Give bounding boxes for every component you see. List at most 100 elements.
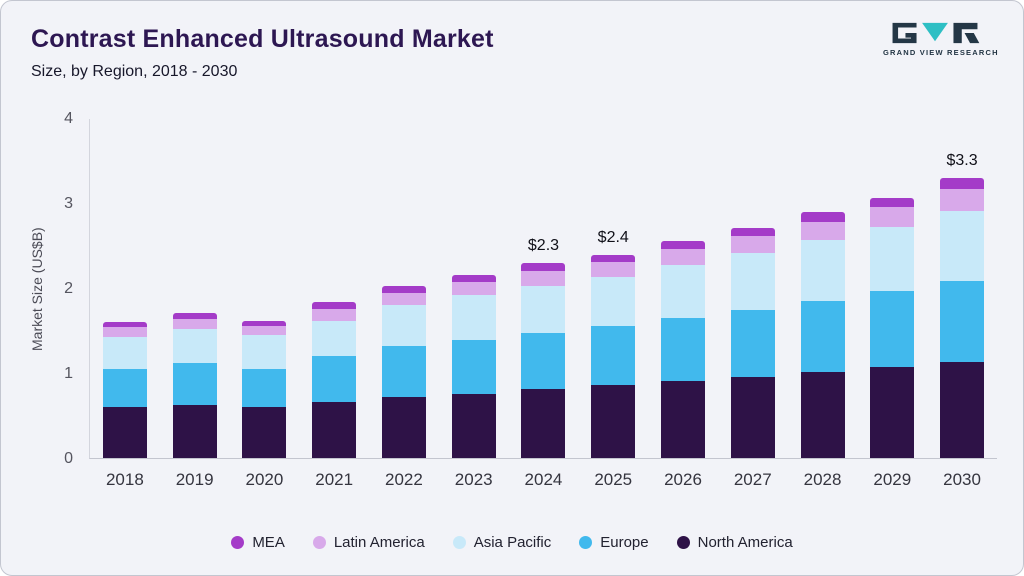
bar-segment-mea: [591, 254, 636, 263]
y-tick-label: 0: [64, 450, 73, 467]
bar-stack: [661, 119, 705, 458]
bar-column-2025: $2.4 2025: [591, 119, 636, 489]
legend-label: North America: [697, 534, 793, 551]
bar-stack: [381, 119, 426, 458]
bar-segment-mea: [800, 212, 845, 222]
bar-segment-north-america: [242, 407, 287, 458]
legend-item-europe: Europe: [579, 534, 649, 551]
bar-segment-mea: [242, 320, 287, 326]
legend-dot-icon: [312, 536, 326, 549]
bar-segment-asia-pacific: [172, 329, 217, 364]
x-tick-label: 2022: [385, 470, 423, 489]
bar-segment-europe: [870, 291, 915, 368]
x-tick-label: 2018: [105, 470, 144, 489]
legend-dot-icon: [676, 536, 690, 549]
bar-segment-asia-pacific: [381, 305, 426, 347]
bar-segment-europe: [172, 363, 217, 405]
bar-segment-asia-pacific: [870, 226, 915, 292]
bar-stack: [591, 119, 636, 458]
bar-segment-north-america: [172, 404, 217, 458]
bar-segment-latin-america: [312, 308, 357, 321]
plot-area: 2018 2019 2020 2021 2022 2023 $2.3 2024 $2.4 2025…: [89, 119, 997, 489]
x-tick-label: 2028: [803, 470, 842, 489]
bar-segment-north-america: [870, 367, 915, 458]
bar-column-2023: 2023: [451, 119, 496, 489]
legend: MEA Latin America Asia Pacific Europe North …: [1, 534, 1023, 551]
logo-text: GRAND VIEW RESEARCH: [883, 48, 999, 57]
bar-segment-asia-pacific: [451, 295, 496, 341]
bar-stack: [102, 119, 147, 458]
x-tick-label: 2029: [873, 470, 912, 489]
bar-segment-europe: [312, 356, 357, 403]
bar-column-2028: 2028: [800, 119, 845, 489]
x-tick-label: 2023: [454, 470, 493, 489]
bar-column-2024: $2.3 2024: [521, 119, 566, 489]
bar-column-2020: 2020: [242, 119, 287, 489]
bar-segment-asia-pacific: [242, 335, 287, 370]
bar-segment-europe: [521, 332, 566, 390]
bar-segment-asia-pacific: [800, 240, 845, 302]
legend-dot-icon: [579, 536, 593, 549]
bar-column-2030: $3.3 2030: [940, 119, 985, 489]
bar-segment-north-america: [591, 385, 636, 458]
x-tick-label: 2024: [524, 470, 563, 489]
y-tick-label: 1: [64, 365, 73, 382]
bar-segment-latin-america: [870, 207, 915, 227]
bar-segment-asia-pacific: [521, 285, 566, 333]
bar-segment-asia-pacific: [940, 210, 985, 281]
grand-view-research-logo: GRAND VIEW RESEARCH: [883, 21, 999, 57]
bar-segment-asia-pacific: [730, 252, 775, 310]
bar-segment-latin-america: [102, 326, 147, 337]
bar-segment-asia-pacific: [102, 336, 147, 370]
bar-segment-mea: [451, 274, 496, 282]
x-tick-label: 2026: [664, 470, 702, 489]
bar-segment-latin-america: [661, 248, 705, 265]
legend-item-mea: MEA: [231, 534, 285, 551]
bar-segment-europe: [730, 309, 775, 377]
bar-column-2019: 2019: [172, 119, 217, 489]
bar-column-2022: 2022: [381, 119, 426, 489]
bar-segment-mea: [381, 286, 426, 293]
bar-stack: [172, 119, 217, 458]
bar-segment-north-america: [800, 372, 845, 458]
bar-segment-latin-america: [591, 262, 636, 277]
bar-segment-latin-america: [800, 221, 845, 241]
legend-dot-icon: [452, 536, 466, 549]
bar-segment-europe: [661, 318, 705, 381]
bar-stack: [451, 119, 496, 458]
bar-value-annotation: $2.3: [527, 237, 560, 255]
bar-segment-north-america: [451, 393, 496, 458]
bar-value-annotation: $3.3: [946, 152, 978, 170]
bar-segment-mea: [102, 321, 147, 327]
bar-segment-mea: [870, 197, 915, 208]
bar-segment-north-america: [940, 362, 985, 458]
bar-segment-asia-pacific: [661, 264, 705, 319]
bar-segment-europe: [800, 301, 845, 373]
legend-dot-icon: [231, 536, 245, 549]
bar-segment-mea: [661, 241, 705, 249]
bar-segment-north-america: [381, 396, 426, 458]
x-tick-label: 2019: [175, 470, 214, 489]
bar-segment-latin-america: [451, 281, 496, 296]
bar-segment-latin-america: [242, 325, 287, 336]
bar-stack: [521, 119, 566, 458]
page-title: Contrast Enhanced Ultrasound Market: [31, 25, 494, 53]
x-tick-label: 2027: [733, 470, 772, 489]
bar-segment-latin-america: [940, 189, 985, 211]
bar-column-2026: 2026: [661, 119, 705, 489]
bar-segment-latin-america: [172, 319, 217, 330]
bar-column-2027: 2027: [730, 119, 775, 489]
bar-segment-europe: [242, 369, 287, 408]
bar-segment-europe: [940, 280, 985, 363]
bar-segment-mea: [312, 302, 357, 309]
bar-stack: [730, 119, 775, 458]
bar-column-2029: 2029: [870, 119, 915, 489]
bar-stack: [312, 119, 357, 458]
bar-segment-mea: [172, 313, 217, 320]
bar-segment-mea: [940, 178, 985, 190]
bar-segment-asia-pacific: [591, 276, 636, 326]
y-tick-label: 2: [64, 280, 73, 297]
y-axis-title: Market Size (US$B): [29, 227, 45, 351]
legend-label: Asia Pacific: [473, 534, 552, 551]
